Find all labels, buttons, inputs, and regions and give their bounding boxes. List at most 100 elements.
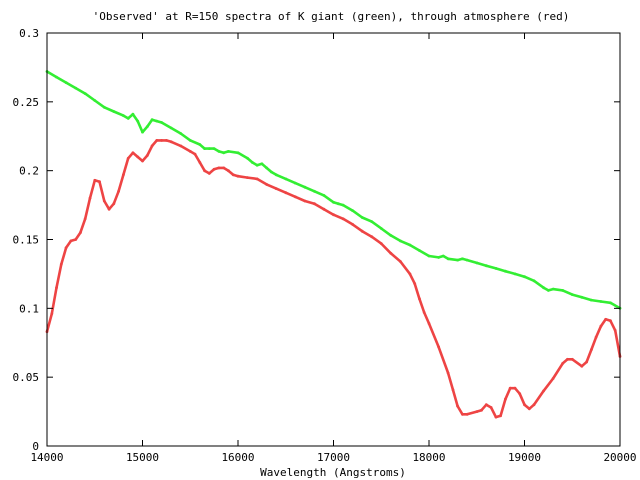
y-tick-label: 0.15 (13, 234, 40, 247)
data-point (260, 162, 264, 166)
data-point (427, 254, 431, 258)
data-point (561, 289, 565, 292)
data-point (322, 207, 326, 211)
data-point (523, 403, 526, 407)
x-axis-label: Wavelength (Angstroms) (260, 466, 406, 479)
data-point (599, 300, 603, 303)
data-point (542, 389, 545, 393)
data-point (169, 126, 173, 130)
data-point (165, 139, 168, 142)
x-tick-label: 18000 (412, 451, 445, 464)
data-point (613, 329, 617, 332)
data-point (437, 256, 440, 259)
data-point (422, 311, 426, 314)
data-point (83, 217, 87, 221)
data-point (594, 335, 598, 339)
data-point (112, 110, 116, 113)
data-point (59, 262, 63, 266)
y-tick-label: 0 (32, 440, 39, 453)
data-point (504, 269, 507, 273)
data-point (451, 388, 455, 391)
data-point (231, 173, 235, 177)
data-point (246, 156, 249, 160)
data-point (313, 189, 316, 193)
data-point (117, 189, 120, 193)
data-point (293, 195, 297, 199)
data-point (518, 392, 522, 396)
data-point (499, 414, 502, 418)
data-point (441, 254, 445, 258)
x-tick-label: 20000 (603, 451, 636, 464)
data-point (389, 234, 393, 237)
data-point (456, 404, 459, 408)
data-point (274, 173, 278, 177)
data-point (236, 151, 240, 155)
x-tick-label: 16000 (221, 451, 254, 464)
data-point (456, 258, 459, 262)
series-atmosphere-red (45, 139, 622, 419)
data-point (222, 166, 226, 170)
data-point (408, 272, 412, 276)
data-point (217, 150, 221, 153)
tick-layer: 14000 15000 16000 17000 18000 19000 20000 0 0.05… (13, 27, 637, 464)
data-point (74, 86, 78, 90)
data-point (207, 147, 211, 151)
data-point (379, 242, 383, 246)
y-tick-label: 0.25 (13, 96, 40, 109)
data-point (532, 403, 536, 407)
data-point (69, 239, 73, 243)
data-point (494, 267, 498, 270)
data-point (379, 227, 383, 230)
data-point (207, 172, 211, 175)
data-point (255, 177, 259, 181)
data-point (169, 140, 173, 144)
data-point (83, 92, 87, 95)
data-point (609, 301, 612, 305)
data-point (532, 279, 536, 283)
data-point (212, 167, 216, 171)
data-point (580, 295, 584, 299)
data-point (590, 298, 593, 302)
data-point (609, 319, 612, 323)
data-point (542, 286, 545, 290)
data-point (570, 293, 574, 296)
data-point (570, 357, 574, 361)
data-point (55, 286, 58, 290)
data-point (360, 216, 364, 219)
data-point (446, 371, 450, 375)
data-point (227, 150, 230, 153)
data-point (198, 143, 202, 146)
data-point (126, 117, 130, 120)
y-tick-label: 0.1 (19, 302, 39, 315)
x-tick-label: 15000 (126, 451, 159, 464)
data-point (399, 260, 402, 263)
data-point (513, 386, 517, 390)
series-k-giant-green (45, 70, 622, 310)
x-tick-label: 19000 (508, 451, 541, 464)
x-tick-label: 14000 (30, 451, 63, 464)
data-point (150, 144, 154, 148)
series-layer (45, 70, 622, 419)
data-point (590, 348, 593, 351)
data-point (303, 185, 307, 189)
data-point (585, 360, 588, 364)
data-point (484, 403, 488, 407)
data-point (332, 200, 335, 204)
data-point (188, 150, 192, 153)
data-point (322, 194, 326, 197)
data-point (566, 357, 569, 361)
data-point (122, 173, 125, 177)
data-point (155, 139, 159, 142)
y-tick-label: 0.2 (19, 165, 39, 178)
data-point (50, 312, 54, 316)
data-point (265, 183, 268, 186)
data-point (112, 202, 116, 206)
y-tick-label: 0.3 (19, 27, 39, 40)
y-tick-label: 0.05 (13, 371, 40, 384)
data-point (561, 362, 565, 365)
data-point (332, 213, 335, 217)
data-point (270, 170, 273, 174)
data-point (102, 105, 106, 109)
data-point (284, 177, 288, 181)
data-point (126, 156, 130, 160)
